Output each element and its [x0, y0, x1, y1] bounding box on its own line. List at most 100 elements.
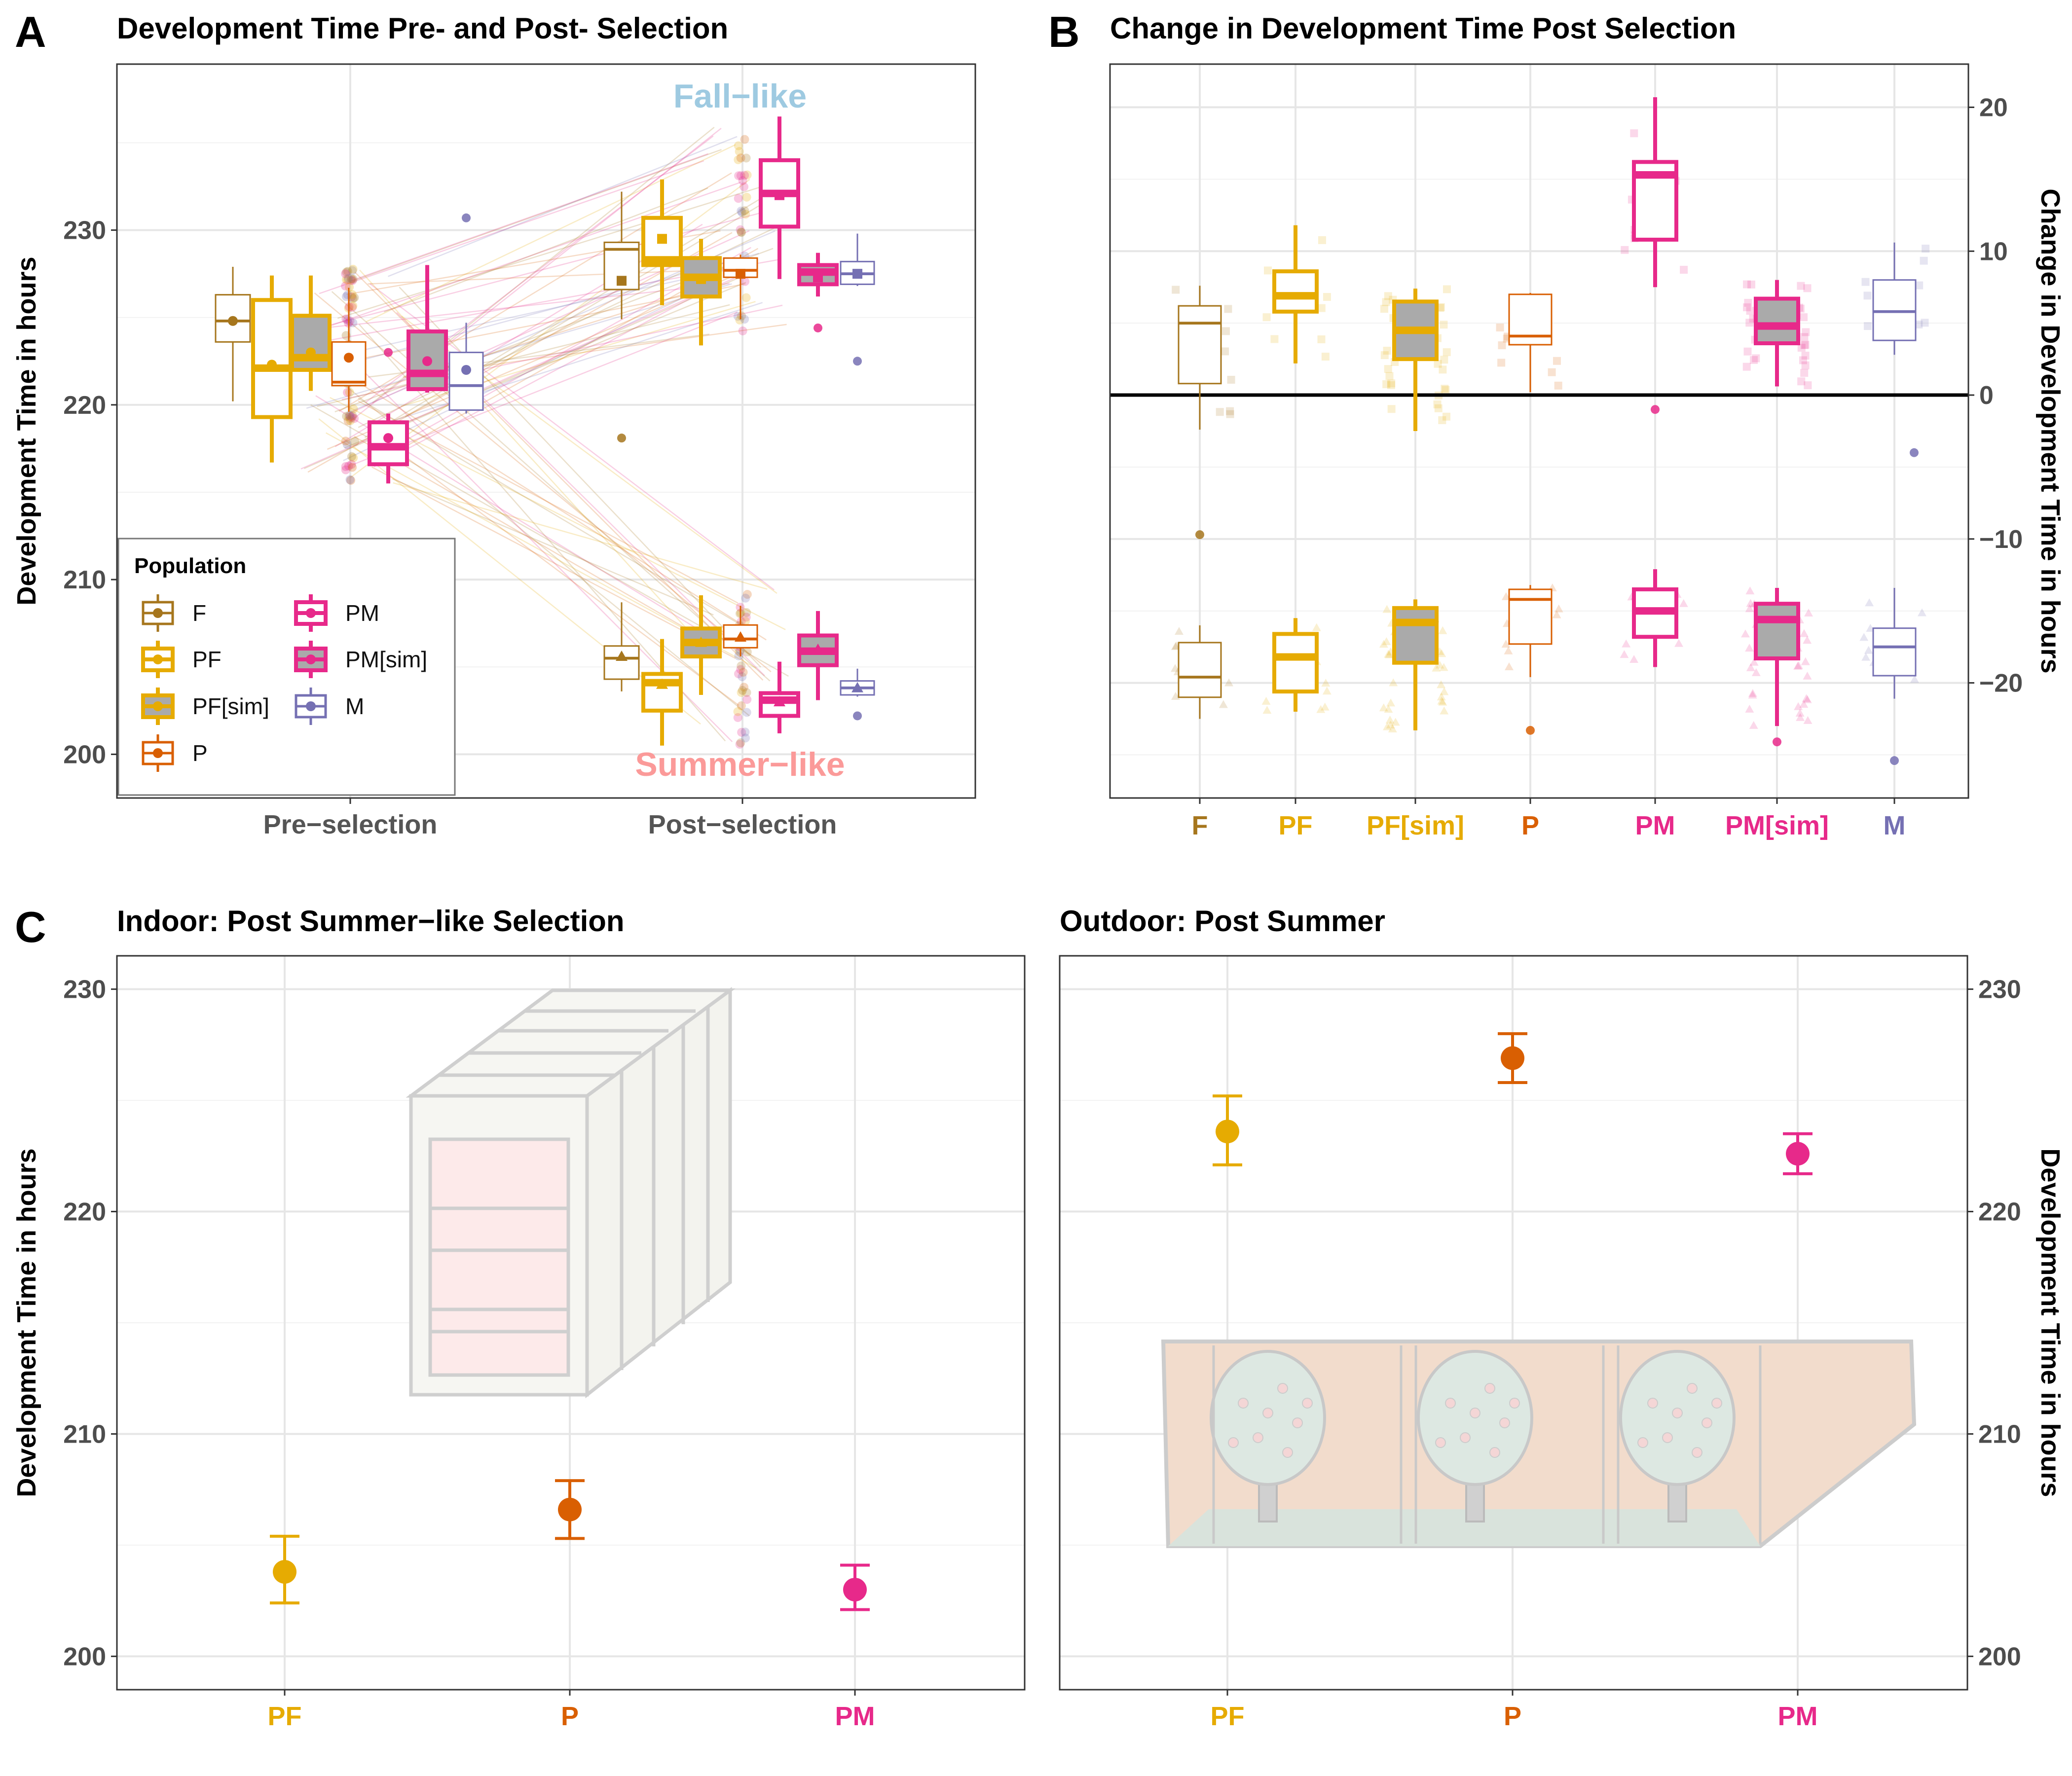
data-point	[1751, 668, 1761, 676]
panel-c-outdoor-points	[1213, 1032, 1813, 1175]
y-tick-label: 200	[63, 1642, 106, 1671]
data-point	[1797, 377, 1806, 386]
data-point	[1740, 629, 1750, 638]
data-point	[1743, 347, 1752, 356]
data-point	[1622, 639, 1631, 648]
data-point	[1382, 605, 1392, 613]
tree-fruit	[1662, 1432, 1673, 1443]
data-point	[342, 267, 351, 277]
paired-line	[315, 212, 764, 330]
data-point	[1750, 356, 1758, 364]
mean-marker	[383, 433, 393, 443]
tree-fruit	[1302, 1398, 1313, 1409]
data-point	[742, 708, 751, 717]
data-point	[348, 463, 357, 472]
data-point	[1745, 704, 1754, 713]
legend-key-dot	[153, 748, 163, 758]
data-point	[1443, 412, 1451, 421]
data-point	[1389, 678, 1398, 687]
data-point	[343, 416, 353, 426]
tree-fruit	[1647, 1398, 1658, 1409]
data-point	[348, 266, 357, 275]
data-point	[1322, 687, 1332, 695]
y-tick-label: 230	[63, 217, 106, 245]
data-point	[1382, 298, 1390, 306]
data-point	[1861, 652, 1871, 661]
data-point	[741, 153, 751, 163]
data-point	[1794, 702, 1803, 710]
tree-fruit	[1435, 1437, 1446, 1448]
x-category-label: M	[1884, 811, 1906, 840]
box-body	[1754, 296, 1800, 346]
data-point	[1384, 365, 1392, 373]
data-point	[1803, 695, 1812, 703]
data-point	[1554, 604, 1563, 613]
data-point	[1439, 365, 1447, 374]
box-PM	[368, 413, 409, 484]
data-point	[1796, 713, 1805, 721]
data-point	[1384, 650, 1394, 658]
data-point	[347, 460, 356, 469]
data-point	[345, 388, 354, 397]
box-body	[215, 294, 251, 343]
legend-key-dot	[153, 701, 163, 711]
box-P	[331, 288, 367, 412]
paired-line	[348, 153, 708, 283]
data-point	[742, 170, 752, 180]
mean-marker	[851, 682, 863, 692]
panel-c-letter: C	[15, 903, 46, 951]
data-point	[1262, 313, 1271, 322]
paired-line	[346, 386, 750, 717]
data-point	[734, 141, 743, 150]
data-point	[741, 210, 750, 219]
x-tick-label: Post−selection	[648, 810, 837, 839]
legend-key-dot	[153, 654, 163, 664]
data-point	[1224, 678, 1233, 687]
y-tick-label: 200	[63, 740, 106, 769]
mean-marker	[461, 365, 471, 375]
paired-line	[384, 187, 708, 313]
y-tick-label: 210	[63, 566, 106, 594]
mean-marker	[852, 269, 862, 279]
data-point	[740, 206, 749, 216]
box-body	[1272, 632, 1319, 694]
box-PF	[251, 275, 293, 463]
data-point	[1621, 246, 1629, 254]
box-body	[1178, 305, 1222, 385]
tree-fruit	[1292, 1417, 1303, 1428]
data-point	[736, 153, 745, 163]
panel-a-title: Development Time Pre- and Post- Selectio…	[117, 12, 728, 45]
data-point	[1441, 385, 1449, 393]
paired-line	[352, 311, 738, 466]
data-point	[350, 437, 360, 446]
data-point	[344, 461, 353, 471]
fall-like-label: Fall−like	[673, 77, 807, 115]
data-point	[733, 707, 742, 716]
panel-b-y-axis: −20 −10 0 10 20	[1968, 94, 2023, 698]
data-point	[1861, 278, 1870, 286]
data-point	[1800, 369, 1809, 377]
data-point	[343, 275, 352, 285]
x-tick-label: Pre−selection	[263, 810, 438, 839]
box-PM[sim]	[797, 611, 839, 700]
box-PF	[641, 639, 683, 746]
data-point	[1440, 687, 1449, 695]
data-point	[1915, 281, 1924, 290]
outlier-point	[617, 434, 626, 443]
panel-a-y-axis: 200 210 220 230	[63, 217, 117, 769]
data-point	[1497, 359, 1506, 367]
tree-fruit	[1489, 1447, 1500, 1458]
data-point	[741, 593, 750, 603]
panel-b-plot: −20 −10 0 10 20 F PF PF[sim] P PM PM[sim] M Change…	[1109, 63, 2065, 840]
data-point	[341, 462, 350, 471]
data-point	[738, 686, 747, 695]
y-tick-label: 20	[1979, 94, 2008, 122]
paired-line	[358, 398, 748, 629]
paired-line	[350, 179, 750, 478]
box-PM[sim]	[1754, 280, 1800, 387]
panel-c-outdoor-plot: 200 210 220 230 PF P PM Development Time in h…	[1059, 955, 2065, 1731]
data-point	[1438, 416, 1446, 424]
data-point	[1387, 405, 1396, 413]
data-point	[737, 227, 746, 237]
data-point	[341, 269, 350, 279]
